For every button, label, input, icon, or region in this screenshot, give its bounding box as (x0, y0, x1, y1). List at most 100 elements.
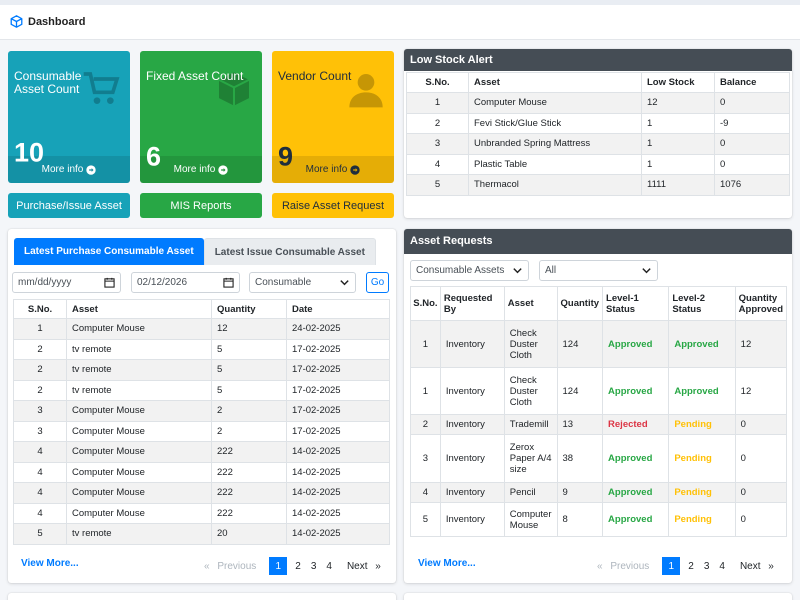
to-date-input[interactable]: 02/12/2026 (131, 272, 240, 293)
card-title: Asset Requests (404, 229, 792, 254)
consumable-asset-count-box: Consumable Asset Count 10 More info (8, 51, 130, 183)
arrow-circle-right-icon (218, 164, 229, 175)
cart-icon (83, 72, 120, 104)
chevron-down-icon (513, 268, 522, 274)
table-row: 3 Unbranded Spring Mattress 1 0 (406, 133, 790, 155)
column-header: Level-2 Status (668, 286, 736, 321)
table-row: 3 Inventory Zerox Paper A/4 size 38 Approved… (410, 434, 788, 483)
page-title-text: Dashboard (28, 15, 86, 28)
table-row: 5 tv remote 20 14-02-2025 (13, 523, 390, 545)
table-row: 5 Inventory Computer Mouse 8 Approved Pending… (410, 502, 788, 537)
table-row: 4 Inventory Pencil 9 Approved Pending 0 (410, 482, 788, 503)
table-row: 1 Inventory Check Duster Cloth 124 Approved A… (410, 367, 788, 415)
request-status-select[interactable]: All (539, 260, 658, 281)
table-row: 4 Computer Mouse 222 14-02-2025 (13, 441, 390, 463)
column-header: S.No. (406, 72, 469, 93)
column-header: Low Stock (641, 72, 715, 93)
latest-purchase-table: S.No. Asset Quantity Date 1 Computer Mous… (13, 299, 390, 545)
table-row: 3 Computer Mouse 2 17-02-2025 (13, 400, 390, 422)
page-button[interactable]: 3 (310, 560, 317, 572)
stat-value: 10 (14, 137, 45, 168)
prev-page-button[interactable]: « Previous (597, 560, 650, 572)
request-category-value: Consumable Assets (416, 265, 505, 276)
request-category-select[interactable]: Consumable Assets (410, 260, 529, 281)
column-header: S.No. (13, 299, 67, 319)
table-row: 3 Computer Mouse 2 17-02-2025 (13, 420, 390, 442)
stat-value: 9 (278, 141, 294, 172)
stat-value: 6 (146, 141, 162, 172)
low-stock-alert-card: Low Stock Alert S.No. Asset Low Stock Ba… (404, 49, 792, 218)
go-button[interactable]: Go (366, 272, 389, 293)
prev-page-button[interactable]: « Previous (204, 560, 257, 572)
table-row: 4 Computer Mouse 222 14-02-2025 (13, 502, 390, 524)
page-button[interactable]: 2 (295, 560, 301, 572)
view-more-link[interactable]: View More... (418, 558, 476, 569)
from-date-placeholder: mm/dd/yyyy (18, 277, 72, 288)
stat-label: Consumable Asset Count (14, 69, 82, 96)
chevron-down-icon (340, 280, 349, 286)
stat-label: Vendor Count (278, 69, 352, 83)
card-title: Low Stock Alert (404, 49, 792, 71)
cube-icon (218, 72, 250, 106)
next-page-button[interactable]: Next » (739, 560, 774, 572)
top-bar: Dashboard (0, 0, 800, 40)
bottom-right-card (404, 593, 792, 600)
page-button[interactable]: 1 (269, 557, 288, 575)
page-button[interactable]: 1 (662, 557, 681, 575)
column-header: Asset (503, 286, 558, 321)
chevron-down-icon (642, 268, 651, 274)
table-row: 2 tv remote 5 17-02-2025 (13, 359, 390, 381)
next-page-button[interactable]: Next » (346, 560, 381, 572)
fixed-asset-count-box: Fixed Asset Count 6 More info (140, 51, 262, 183)
table-row: 2 tv remote 5 17-02-2025 (13, 338, 390, 360)
page-button[interactable]: 2 (688, 560, 694, 572)
more-info-label: More info (173, 164, 216, 175)
page-button[interactable]: 3 (703, 560, 710, 572)
bottom-left-card (8, 593, 396, 600)
table-row: 1 Computer Mouse 12 24-02-2025 (13, 318, 390, 340)
table-row: 1 Computer Mouse 12 0 (406, 92, 790, 114)
view-more-link[interactable]: View More... (21, 558, 79, 569)
mis-reports-button[interactable]: MIS Reports (140, 193, 262, 218)
arrow-circle-right-icon (86, 164, 97, 175)
page-button[interactable]: 4 (326, 560, 332, 572)
column-header: Quantity (556, 286, 604, 321)
more-info-label: More info (41, 164, 84, 175)
column-header: Asset (468, 72, 642, 93)
tab-latest-issue[interactable]: Latest Issue Consumable Asset (203, 238, 376, 265)
table-row: 4 Computer Mouse 222 14-02-2025 (13, 482, 390, 504)
tab-bar: Latest Purchase Consumable Asset Latest … (14, 238, 376, 265)
tab-latest-purchase[interactable]: Latest Purchase Consumable Asset (14, 238, 204, 265)
column-header: Asset (66, 299, 212, 319)
table-row: 1 Inventory Check Duster Cloth 124 Approved A… (410, 320, 788, 368)
column-header: S.No. (410, 286, 441, 321)
asset-type-select[interactable]: Consumable (249, 272, 356, 293)
request-status-value: All (545, 265, 557, 276)
table-row: 2 Inventory Trademill 13 Rejected Pending 0 (410, 414, 788, 435)
column-header: Quantity (211, 299, 287, 319)
table-row: 5 Thermacol 1111 1076 (406, 174, 790, 196)
calendar-icon (223, 277, 234, 288)
table-row: 2 Fevi Stick/Glue Stick 1 -9 (406, 112, 790, 134)
column-header: Date (286, 299, 390, 319)
from-date-input[interactable]: mm/dd/yyyy (12, 272, 121, 293)
more-info-link[interactable]: More info (8, 156, 130, 183)
column-header: Quantity Approved (734, 286, 788, 321)
pagination: « Previous 1 2 3 4 Next » (592, 557, 779, 575)
to-date-value: 02/12/2026 (137, 277, 188, 288)
asset-type-value: Consumable (255, 277, 312, 288)
purchase-issue-asset-button[interactable]: Purchase/Issue Asset (8, 193, 130, 218)
asset-requests-card: Asset Requests Consumable Assets All S.N… (404, 229, 792, 583)
table-row: 2 tv remote 5 17-02-2025 (13, 379, 390, 401)
pagination: « Previous 1 2 3 4 Next » (199, 557, 386, 575)
more-info-link[interactable]: More info (272, 156, 394, 183)
more-info-link[interactable]: More info (140, 156, 262, 183)
calendar-icon (104, 277, 115, 288)
column-header: Balance (714, 72, 790, 93)
raise-asset-request-button[interactable]: Raise Asset Request (272, 193, 394, 218)
user-icon (349, 74, 383, 108)
low-stock-table: S.No. Asset Low Stock Balance 1 Computer … (406, 72, 790, 196)
page-button[interactable]: 4 (719, 560, 725, 572)
table-row: 4 Plastic Table 1 0 (406, 153, 790, 175)
latest-purchase-card: Latest Purchase Consumable Asset Latest … (8, 229, 396, 583)
